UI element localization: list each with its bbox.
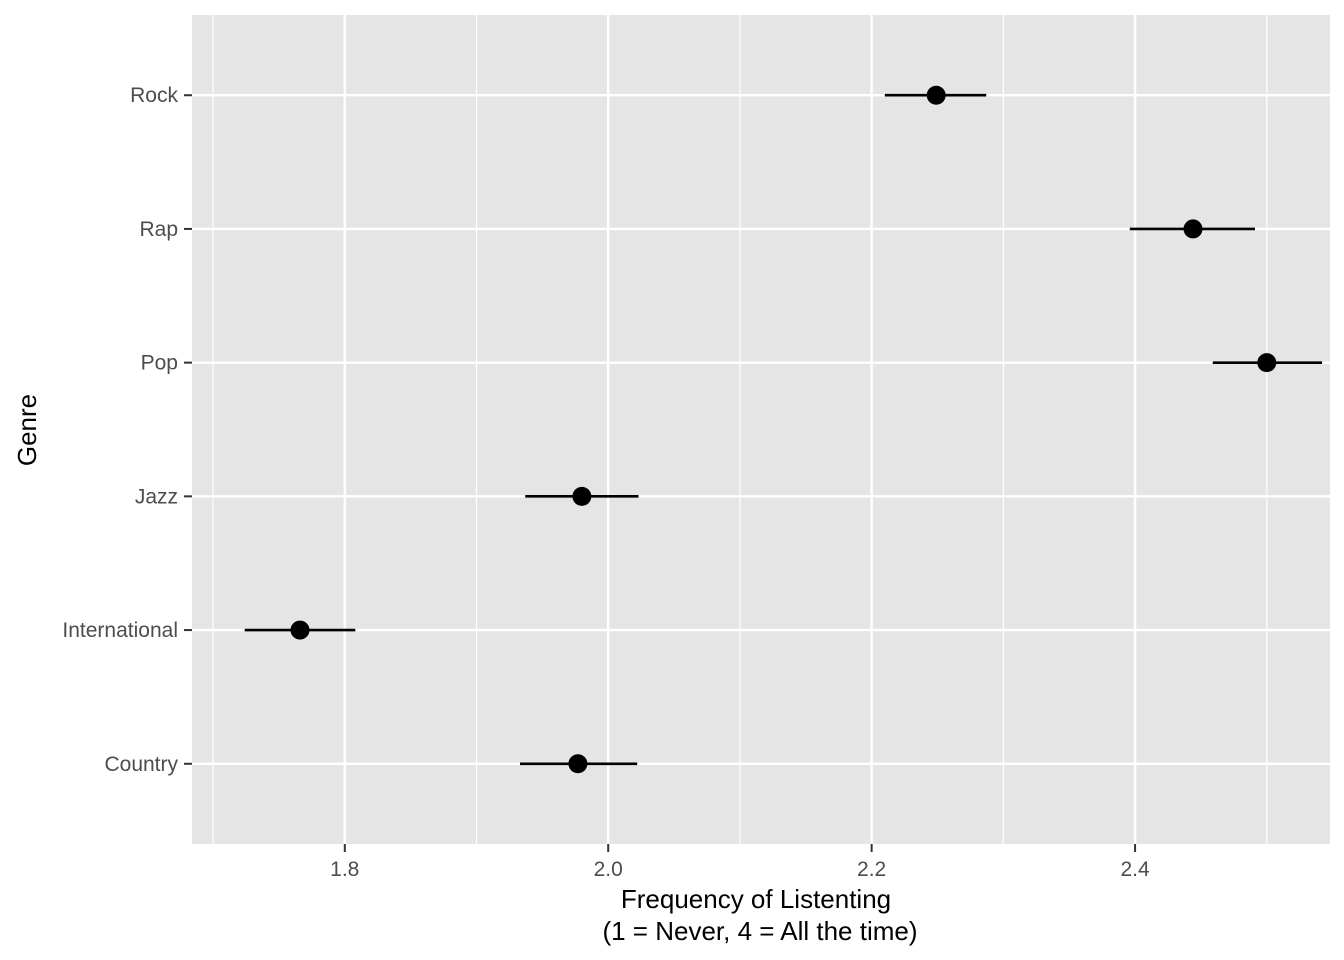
point-pop bbox=[1257, 353, 1277, 373]
point-international bbox=[290, 620, 310, 640]
y-axis-title: Genre bbox=[12, 394, 42, 466]
x-axis-title-line2: (1 = Never, 4 = All the time) bbox=[602, 916, 917, 946]
point-jazz bbox=[572, 486, 592, 506]
y-tick-label-rock: Rock bbox=[130, 84, 178, 107]
minor-grid bbox=[212, 15, 1268, 844]
x-tick-label-2: 2.2 bbox=[857, 858, 886, 881]
point-country bbox=[568, 754, 588, 774]
x-tick-label-3: 2.4 bbox=[1120, 858, 1150, 881]
x-axis: 1.8 2.0 2.2 2.4 bbox=[330, 844, 1150, 881]
y-axis: Country International Jazz Pop Rap Rock bbox=[62, 84, 192, 776]
y-tick-label-country: Country bbox=[104, 753, 178, 776]
plot-panel bbox=[192, 15, 1330, 844]
points bbox=[290, 85, 1277, 774]
point-rap bbox=[1183, 219, 1203, 239]
y-tick-label-jazz: Jazz bbox=[135, 485, 178, 508]
x-tick-label-1: 2.0 bbox=[594, 858, 623, 881]
y-tick-label-international: International bbox=[62, 619, 178, 642]
point-rock bbox=[926, 85, 946, 105]
x-tick-label-0: 1.8 bbox=[330, 858, 359, 881]
x-axis-title-line1: Frequency of Listenting bbox=[621, 884, 891, 914]
y-tick-label-rap: Rap bbox=[139, 218, 178, 241]
y-tick-label-pop: Pop bbox=[141, 352, 178, 375]
